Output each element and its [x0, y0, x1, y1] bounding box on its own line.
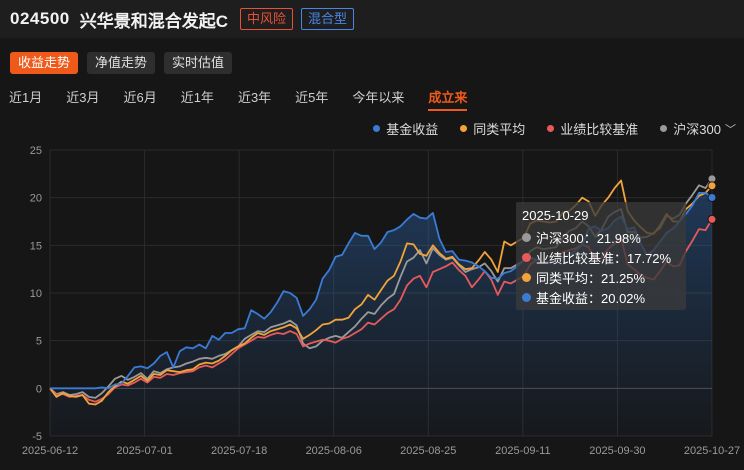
tooltip-row-csi300: 沪深300：21.98%: [522, 228, 641, 247]
legend-benchmark[interactable]: 业绩比较基准: [547, 119, 638, 138]
y-tick-label: 15: [30, 240, 42, 252]
y-tick-label: 0: [36, 383, 42, 395]
period-since-inception[interactable]: 成立来: [428, 90, 468, 111]
x-tick-label: 2025-09-11: [495, 445, 550, 457]
period-5y[interactable]: 近5年: [295, 90, 329, 105]
tooltip-dot: [522, 233, 531, 242]
period-1m[interactable]: 近1月: [9, 90, 43, 105]
legend-dot: [373, 125, 381, 132]
x-tick-label: 2025-07-01: [116, 445, 172, 457]
x-tick-label: 2025-08-25: [400, 445, 456, 457]
series-end-marker-0: [707, 192, 717, 202]
tooltip-text: 同类平均：21.25%: [536, 271, 646, 286]
tab-nav-trend[interactable]: 净值走势: [87, 52, 156, 74]
chart-legend: 基金收益 同类平均 业绩比较基准 沪深300 ﹀: [351, 119, 736, 138]
fund-code: 024500: [10, 9, 70, 28]
tooltip-text: 业绩比较基准：17.72%: [536, 251, 672, 266]
x-tick-label: 2025-08-06: [306, 445, 362, 457]
chart-tooltip: 2025-10-29 沪深300：21.98% 业绩比较基准：17.72% 同类…: [516, 202, 686, 310]
tooltip-text: 基金收益：20.02%: [536, 291, 646, 306]
legend-csi300-dropdown[interactable]: 沪深300 ﹀: [660, 119, 736, 138]
tooltip-dot: [522, 273, 531, 282]
legend-dot: [547, 125, 555, 132]
fund-return-area: [50, 192, 712, 436]
tooltip-dot: [522, 253, 531, 262]
tooltip-row-fund-return: 基金收益：20.02%: [522, 288, 645, 307]
period-ytd[interactable]: 今年以来: [352, 90, 405, 105]
legend-fund-return[interactable]: 基金收益: [373, 119, 438, 138]
period-selector: 近1月 近3月 近6月 近1年 近3年 近5年 今年以来 成立来: [9, 89, 491, 111]
y-tick-label: 20: [30, 193, 42, 205]
period-6m[interactable]: 近6月: [123, 90, 157, 105]
y-tick-label: 5: [36, 336, 42, 348]
series-end-marker-2: [707, 214, 717, 224]
legend-label: 同类平均: [473, 122, 526, 137]
fund-header: 024500 兴华景和混合发起C 中风险 混合型: [0, 0, 744, 38]
fund-name: 兴华景和混合发起C: [79, 11, 229, 31]
x-tick-label: 2025-06-12: [22, 445, 78, 457]
legend-label: 基金收益: [386, 122, 439, 137]
y-tick-label: 25: [30, 145, 42, 157]
fund-type-badge: 混合型: [301, 8, 355, 30]
chart-mode-tabs: 收益走势 净值走势 实时估值: [10, 52, 233, 74]
risk-level-badge: 中风险: [240, 8, 294, 30]
period-1y[interactable]: 近1年: [180, 90, 214, 105]
tooltip-dot: [522, 293, 531, 302]
tab-return-trend[interactable]: 收益走势: [10, 52, 79, 74]
y-tick-label: 10: [30, 288, 42, 300]
legend-dot: [660, 125, 668, 132]
series-end-marker-1: [707, 181, 717, 191]
x-tick-label: 2025-07-18: [211, 445, 267, 457]
y-tick-label: -5: [32, 431, 42, 443]
legend-peer-average[interactable]: 同类平均: [460, 119, 525, 138]
chevron-down-icon: ﹀: [725, 123, 736, 136]
period-3y[interactable]: 近3年: [237, 90, 272, 105]
tooltip-text: 沪深300：21.98%: [536, 231, 641, 246]
legend-label: 业绩比较基准: [560, 122, 639, 137]
legend-label: 沪深300: [673, 122, 721, 137]
tooltip-row-peer-average: 同类平均：21.25%: [522, 268, 645, 287]
tooltip-row-benchmark: 业绩比较基准：17.72%: [522, 248, 671, 267]
tooltip-date: 2025-10-29: [522, 208, 589, 223]
x-tick-label: 2025-09-30: [589, 445, 645, 457]
legend-dot: [460, 125, 468, 132]
tab-realtime-estimate[interactable]: 实时估值: [164, 52, 233, 74]
x-tick-label: 2025-10-27: [684, 445, 740, 457]
period-3m[interactable]: 近3月: [66, 90, 100, 105]
